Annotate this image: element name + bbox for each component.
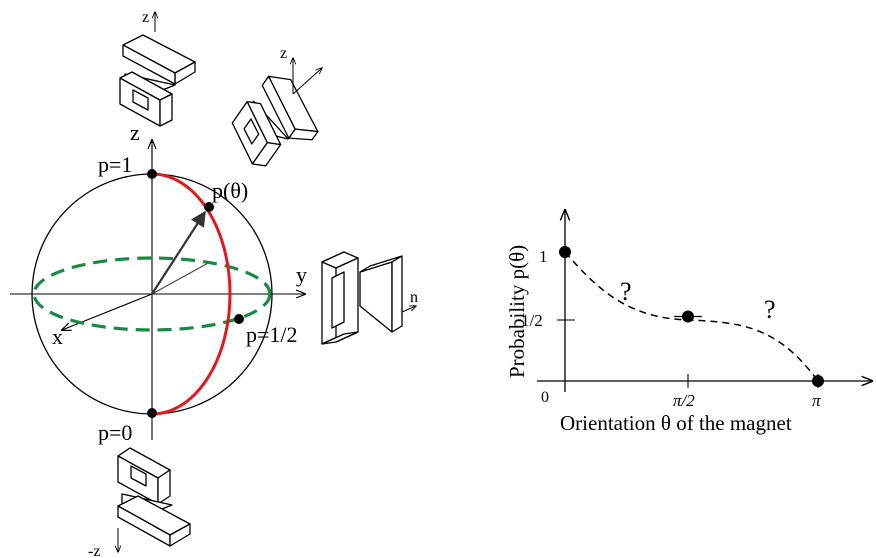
data-point-0 [559,246,571,258]
data-points [559,246,824,387]
data-point-2 [812,375,824,387]
x-axis-label: x [52,324,63,349]
p-theta-label: p(θ) [212,178,248,203]
magnet-top [119,34,196,127]
point-ptheta [204,202,214,212]
xtick-label-0: 0 [541,389,549,406]
data-point-1 [682,310,694,323]
point-p1 [147,169,157,179]
magnet-tilted [231,75,319,167]
ytick-label-half: 1/2 [521,311,543,330]
unknown-mark-2: ? [764,295,776,324]
p-half-label: p=1/2 [246,322,298,347]
probability-graph: 1 1/2 0 π/2 π ? ? Probability p(θ) Orien… [505,210,872,435]
graph-x-label: Orientation θ of the magnet [560,411,792,435]
magnet-bottom [117,447,191,547]
graph-y-label: Probability p(θ) [505,245,529,378]
magnet-top-dir-label: z [142,9,149,26]
diagonal-line [151,261,211,295]
xtick-label-pi: π [812,391,821,410]
magnet-side-dir-label: n [410,289,418,306]
meridian [151,172,232,416]
magnet-side-dir-arrow [401,306,416,313]
xtick-label-pihalf: π/2 [673,391,695,410]
y-axis-label: y [296,262,307,287]
unknown-mark-1: ? [620,277,632,306]
point-p0 [147,408,157,418]
equator [32,256,272,332]
magnet-tilt-dir-label: z [280,45,287,62]
magnet-tilt-dir-arrow [292,68,322,95]
p-top-label: p=1 [98,152,132,177]
ytick-label-1: 1 [539,247,548,266]
magnet-bottom-dir-label: -z [88,543,100,558]
magnet-side [321,251,403,345]
state-vector [151,210,206,295]
x-axis-arrow [62,293,153,330]
z-axis-label: z [130,120,140,145]
point-phalf [234,314,244,324]
bloch-sphere: z y x p=1 p(θ) p=1/2 p=0 [10,120,307,445]
p-bottom-label: p=0 [98,420,132,445]
